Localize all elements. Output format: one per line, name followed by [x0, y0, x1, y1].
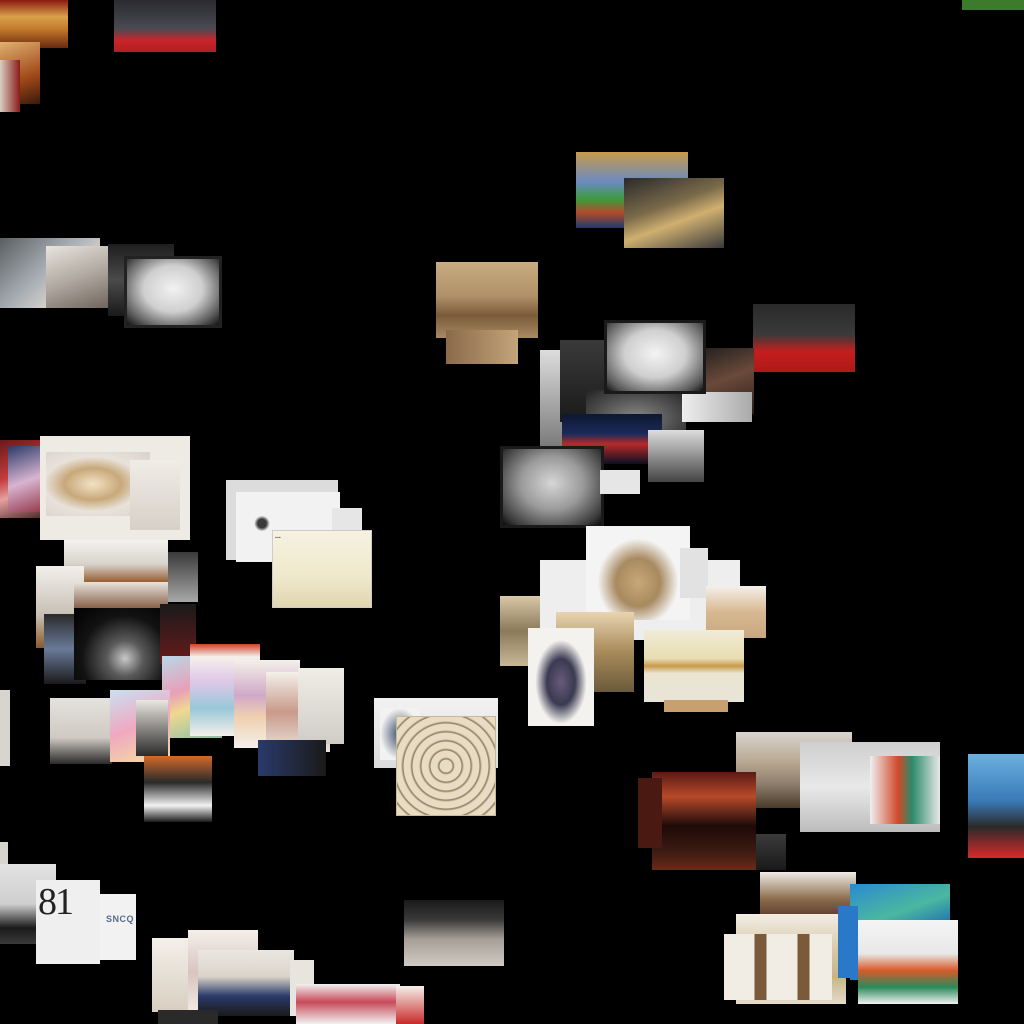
photo-thumbnail[interactable] — [638, 778, 662, 848]
poster-thumbnail[interactable] — [296, 984, 400, 1024]
photo-thumbnail[interactable] — [680, 548, 708, 598]
photo-thumbnail[interactable] — [604, 320, 706, 394]
photo-thumbnail[interactable] — [0, 690, 10, 766]
banner-thumbnail[interactable]: SNCQ — [100, 894, 136, 960]
photo-thumbnail[interactable] — [198, 950, 294, 1016]
photo-thumbnail[interactable] — [724, 934, 832, 1000]
photo-thumbnail[interactable] — [624, 178, 724, 248]
photo-thumbnail[interactable] — [46, 246, 116, 308]
photo-thumbnail[interactable] — [586, 526, 690, 620]
stage-screen-thumbnail[interactable]: 81 — [36, 880, 100, 964]
photo-thumbnail[interactable] — [962, 0, 1024, 10]
photo-thumbnail[interactable] — [968, 754, 1024, 858]
photo-thumbnail[interactable] — [74, 608, 176, 680]
photo-thumbnail[interactable] — [644, 630, 744, 702]
photo-thumbnail[interactable] — [124, 256, 222, 328]
poster-thumbnail[interactable] — [396, 986, 424, 1024]
photo-thumbnail[interactable] — [144, 756, 212, 822]
photo-thumbnail[interactable] — [500, 446, 604, 528]
photo-thumbnail[interactable] — [436, 262, 538, 338]
photo-thumbnail[interactable] — [858, 920, 958, 1004]
photo-thumbnail[interactable] — [652, 772, 756, 870]
banner-text: SNCQ — [106, 914, 135, 924]
photo-thumbnail[interactable] — [446, 330, 518, 364]
poster-thumbnail[interactable] — [838, 906, 858, 978]
photo-thumbnail[interactable] — [528, 628, 594, 726]
photo-thumbnail[interactable] — [682, 392, 752, 422]
sketch-caption: ... — [275, 533, 281, 540]
photo-thumbnail[interactable] — [114, 0, 216, 52]
photo-thumbnail[interactable] — [600, 470, 640, 494]
photo-thumbnail[interactable] — [756, 834, 786, 870]
photo-thumbnail[interactable] — [258, 740, 326, 776]
photo-thumbnail[interactable] — [664, 700, 728, 712]
photo-thumbnail[interactable] — [706, 586, 766, 638]
photo-thumbnail[interactable] — [158, 1010, 218, 1024]
poster-thumbnail[interactable] — [298, 668, 344, 744]
photo-thumbnail[interactable] — [50, 698, 112, 764]
photo-thumbnail[interactable] — [168, 552, 198, 602]
stage-number: 81 — [38, 881, 74, 923]
photo-thumbnail[interactable] — [136, 700, 168, 756]
photo-thumbnail[interactable] — [130, 460, 180, 530]
photo-thumbnail[interactable] — [0, 60, 20, 112]
photo-thumbnail[interactable] — [396, 716, 496, 816]
photo-thumbnail[interactable] — [753, 304, 855, 372]
photo-thumbnail[interactable] — [648, 430, 704, 482]
photo-thumbnail[interactable] — [0, 0, 68, 48]
photo-thumbnail[interactable] — [404, 900, 504, 966]
photo-thumbnail[interactable]: ... — [272, 530, 372, 608]
photo-thumbnail[interactable] — [870, 756, 940, 824]
